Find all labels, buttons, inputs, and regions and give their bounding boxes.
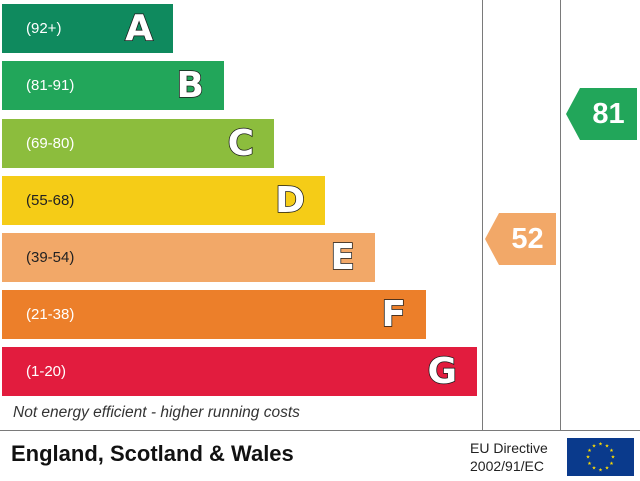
band-range: (21-38) — [26, 306, 75, 323]
eu-directive: EU Directive 2002/91/EC — [470, 439, 548, 475]
svg-text:★: ★ — [605, 466, 610, 472]
band-f: (21-38) F — [2, 290, 426, 339]
band-d: (55-68) D — [2, 176, 325, 225]
band-letter: F — [381, 293, 407, 335]
current-column-divider — [482, 0, 483, 430]
band-letter: G — [427, 350, 458, 392]
footnote: Not energy efficient - higher running co… — [13, 404, 300, 421]
svg-text:★: ★ — [592, 444, 597, 450]
band-range: (92+) — [26, 20, 62, 37]
band-range: (81-91) — [26, 77, 75, 94]
current-rating-arrow: 52 — [485, 213, 556, 265]
band-range: (1-20) — [26, 363, 67, 380]
footer-divider — [0, 430, 640, 431]
svg-text:★: ★ — [609, 448, 614, 454]
potential-rating-value: 81 — [592, 97, 625, 130]
band-letter: B — [176, 64, 205, 106]
band-letter: A — [124, 7, 153, 49]
svg-text:★: ★ — [592, 466, 597, 472]
svg-text:★: ★ — [598, 442, 603, 448]
svg-text:★: ★ — [609, 461, 614, 467]
potential-column-divider — [560, 0, 561, 430]
band-a: (92+) A — [2, 4, 173, 53]
band-letter: D — [274, 179, 305, 221]
band-letter: C — [227, 122, 255, 164]
eu-flag-icon: ★ ★ ★ ★ ★ ★ ★ ★ ★ ★ ★ ★ — [567, 438, 634, 476]
svg-text:★: ★ — [611, 455, 616, 461]
svg-text:★: ★ — [586, 455, 591, 461]
potential-rating-arrow: 81 — [566, 88, 637, 140]
band-g: (1-20) G — [2, 347, 477, 396]
band-e: (39-54) E — [2, 233, 375, 282]
band-range: (69-80) — [26, 135, 75, 152]
svg-text:★: ★ — [605, 444, 610, 450]
band-range: (55-68) — [26, 192, 75, 209]
svg-text:★: ★ — [598, 468, 603, 474]
directive-line-2: 2002/91/EC — [470, 458, 544, 474]
current-rating-value: 52 — [511, 222, 544, 255]
svg-text:★: ★ — [587, 461, 592, 467]
region-label: England, Scotland & Wales — [11, 441, 294, 466]
band-c: (69-80) C — [2, 119, 274, 168]
band-b: (81-91) B — [2, 61, 224, 110]
band-letter: E — [330, 236, 356, 278]
directive-line-1: EU Directive — [470, 440, 548, 456]
band-range: (39-54) — [26, 249, 75, 266]
svg-text:★: ★ — [587, 448, 592, 454]
